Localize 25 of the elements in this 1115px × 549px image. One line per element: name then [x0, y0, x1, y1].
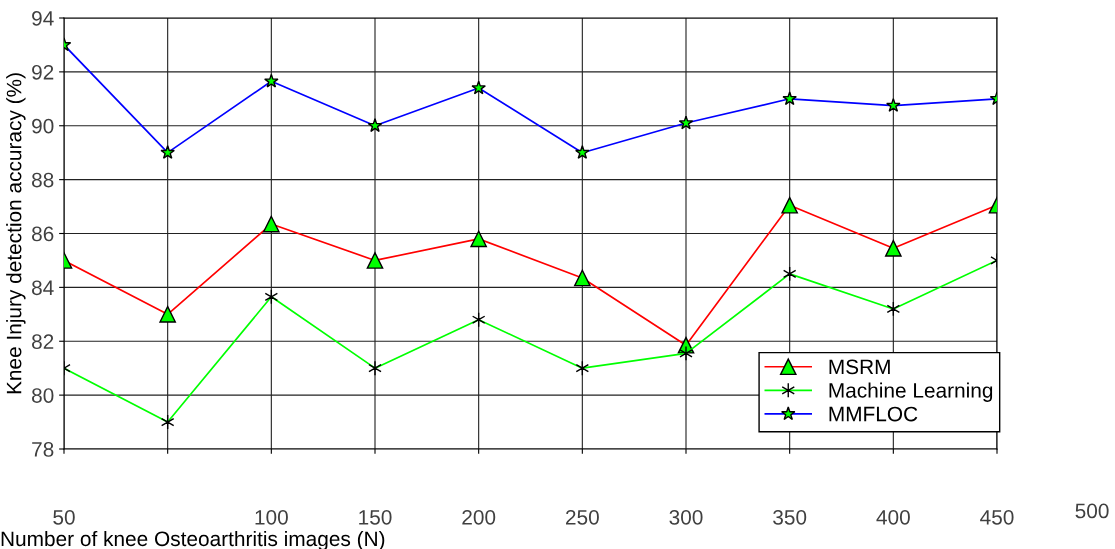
- y-tick-label: 86: [32, 226, 54, 242]
- legend-label: MMFLOC: [829, 406, 918, 422]
- y-tick-label: 90: [32, 118, 54, 134]
- y-tick-label: 82: [32, 334, 54, 349]
- y-tick-label: 94: [32, 11, 54, 26]
- y-tick-label: 84: [32, 280, 54, 296]
- x-tick-label: 300: [669, 509, 703, 525]
- y-tick-label: 88: [32, 172, 54, 188]
- x-tick-label: 400: [876, 509, 910, 525]
- y-tick-label: 78: [32, 442, 54, 457]
- text: 500: [1075, 503, 1109, 519]
- y-tick-label: 92: [32, 64, 54, 80]
- x-tick-label: 250: [566, 509, 599, 525]
- y-tick-label: 80: [32, 388, 54, 403]
- x-tick-label: 100: [255, 509, 288, 525]
- x-tick-label: 350: [773, 509, 807, 525]
- legend-label: MSRM: [829, 359, 890, 375]
- point: [368, 360, 382, 376]
- y-axis-title: Knee Injury detection accuracy (%): [6, 73, 26, 394]
- x-tick-label: 450: [980, 509, 1014, 525]
- legend-label: Machine Learning: [829, 382, 993, 402]
- x-tick-label: 50: [53, 509, 75, 525]
- x-tick-label: 200: [462, 509, 496, 525]
- point: [679, 345, 693, 362]
- x-tick-label: 150: [359, 509, 392, 525]
